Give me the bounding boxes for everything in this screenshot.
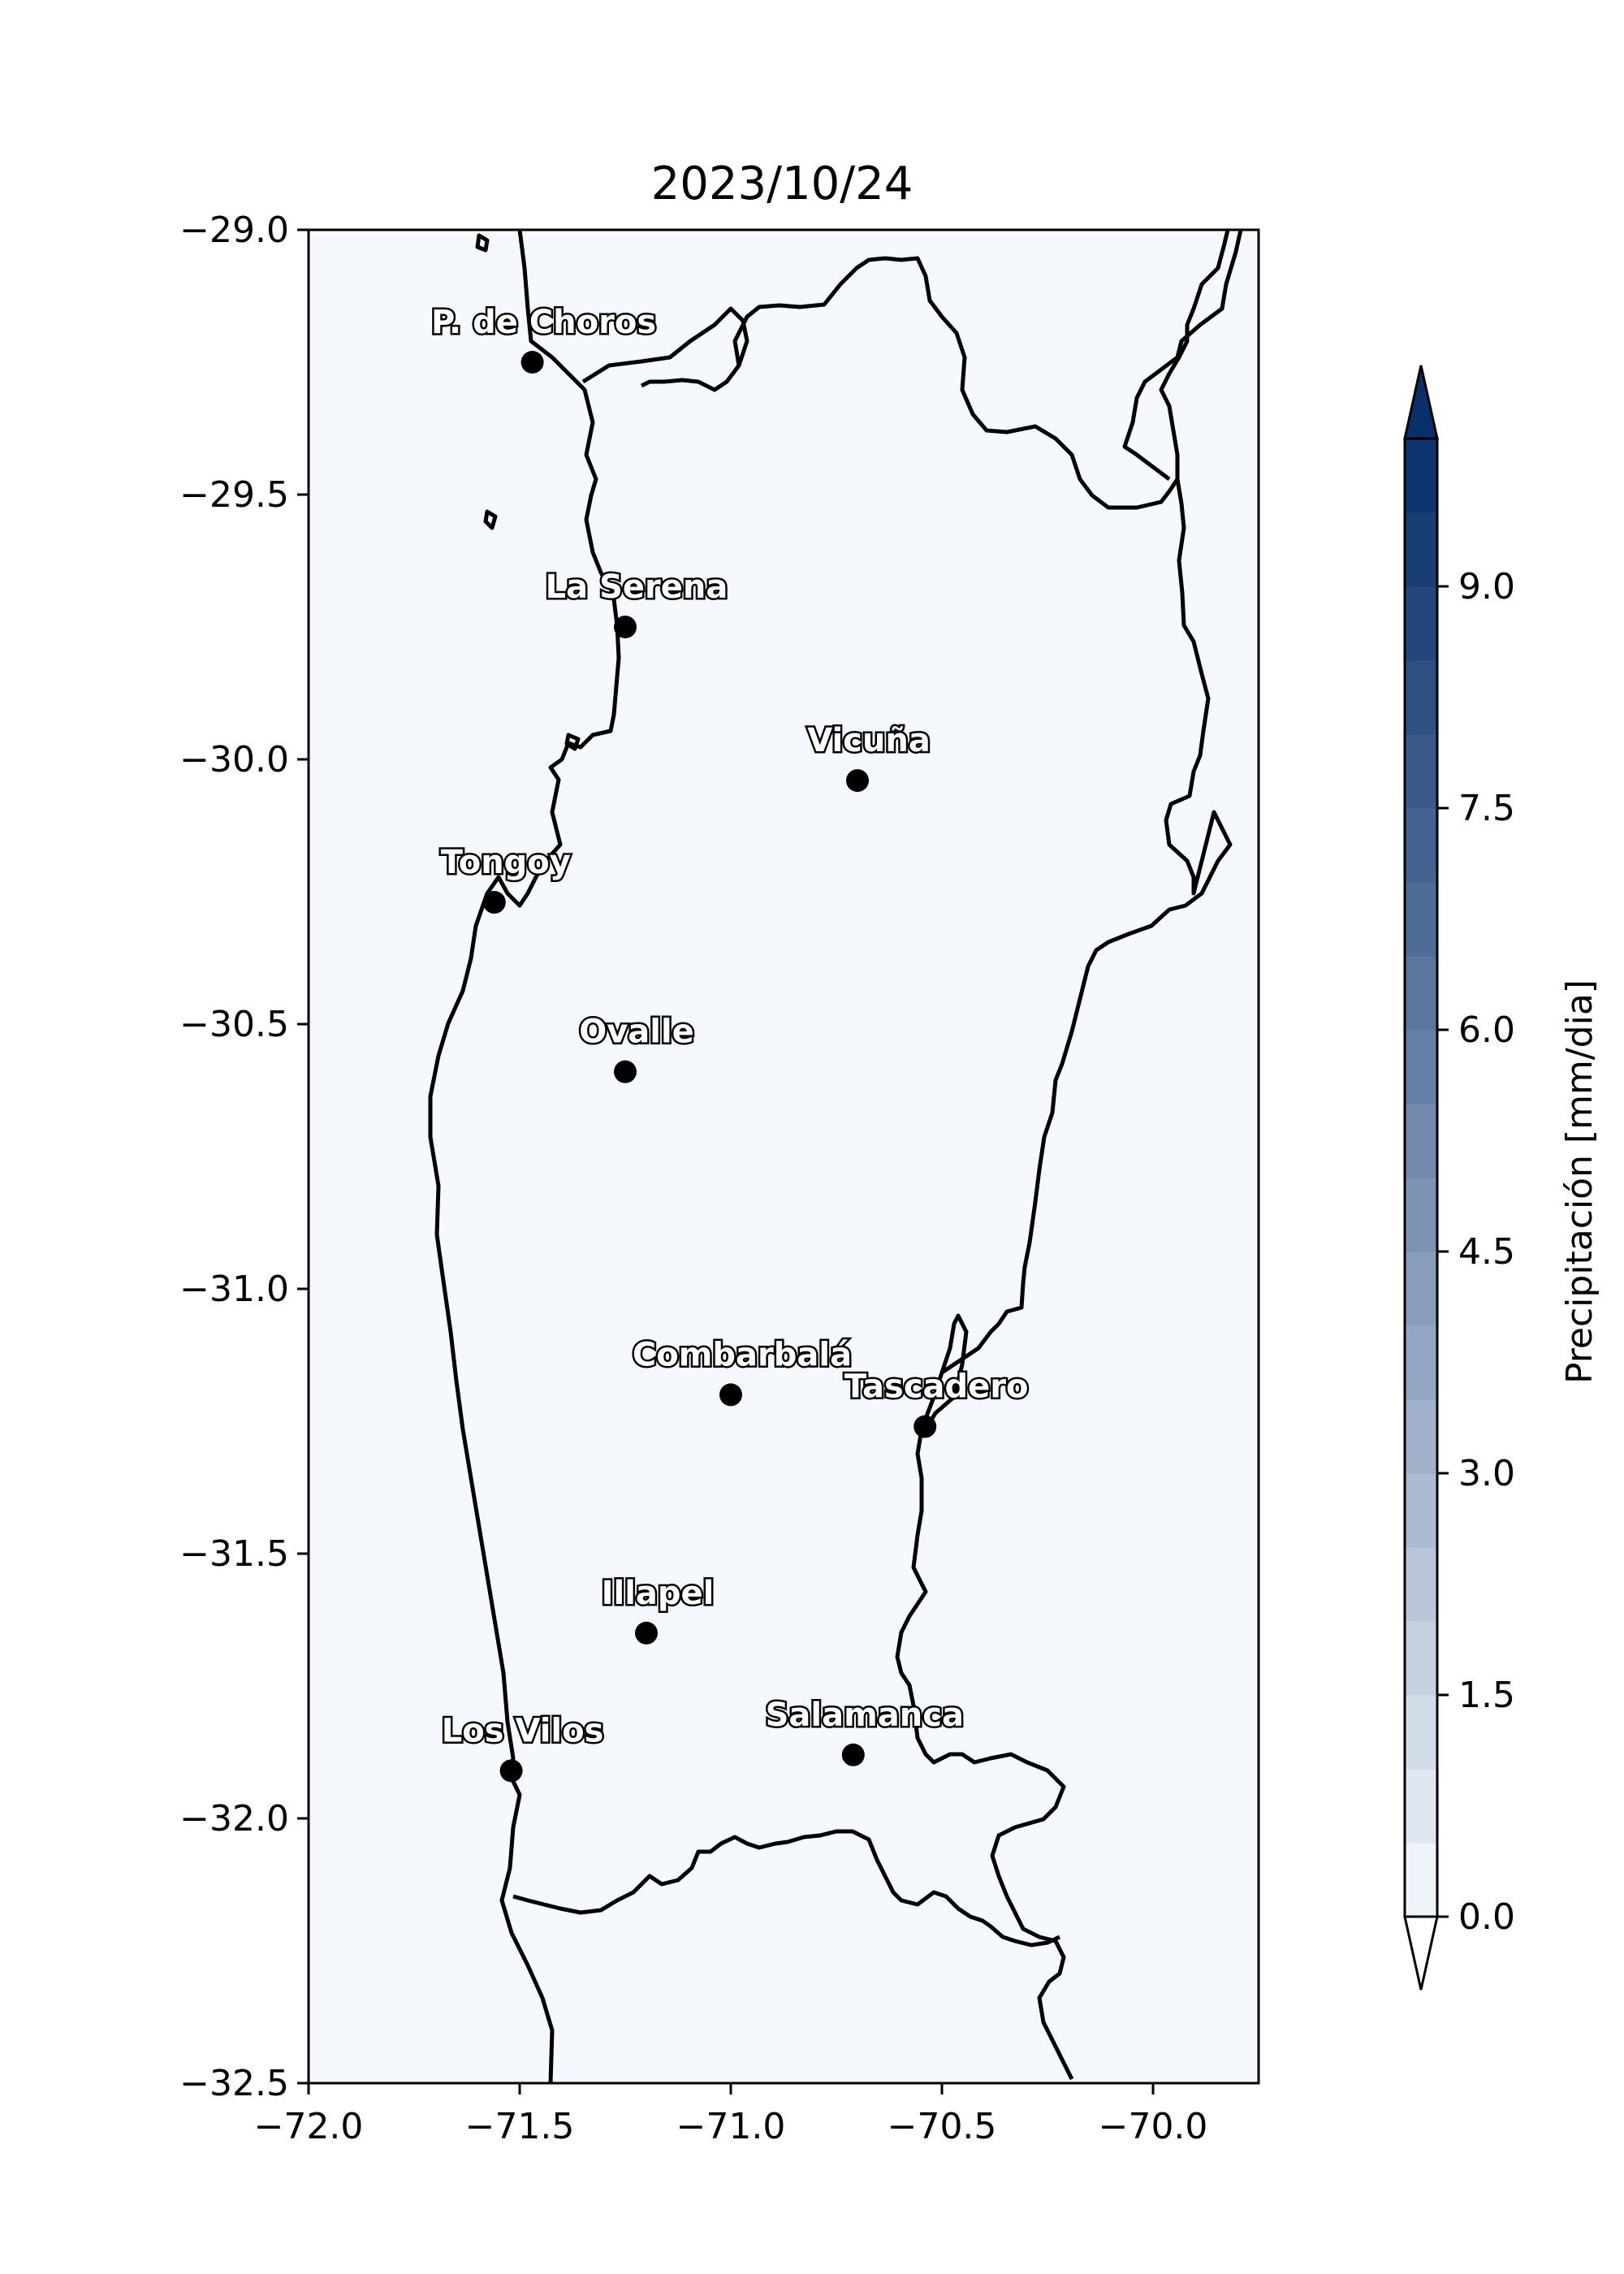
city-marker bbox=[520, 351, 544, 374]
x-tick-label: −70.5 bbox=[888, 2106, 997, 2147]
island bbox=[475, 233, 490, 253]
island bbox=[483, 509, 498, 530]
colorbar-band bbox=[1405, 1547, 1437, 1622]
city-marker bbox=[914, 1415, 937, 1438]
colorbar-band bbox=[1405, 1769, 1437, 1844]
colorbar-band bbox=[1405, 1030, 1437, 1105]
colorbar-tick-label: 3.0 bbox=[1458, 1453, 1515, 1494]
colorbar-ticks: 0.0 1.5 3.0 4.5 6.0 7.5 9.0 bbox=[1437, 566, 1515, 1938]
colorbar-tick-label: 0.0 bbox=[1458, 1896, 1515, 1938]
city-label: Los Vilos bbox=[442, 1712, 604, 1749]
colorbar-band bbox=[1405, 1621, 1437, 1696]
colorbar-band bbox=[1405, 512, 1437, 587]
x-tick-label: −72.0 bbox=[254, 2106, 364, 2147]
colorbar-band bbox=[1405, 1252, 1437, 1326]
island bbox=[564, 733, 581, 751]
city-label: Salamanca bbox=[766, 1697, 964, 1734]
colorbar-tick-label: 1.5 bbox=[1458, 1675, 1515, 1716]
colorbar-min-extension bbox=[1403, 1915, 1439, 1991]
city-marker bbox=[841, 1743, 865, 1766]
x-tick-label: −71.5 bbox=[465, 2106, 575, 2147]
colorbar-bands bbox=[1403, 365, 1439, 1991]
city-label: Illapel bbox=[602, 1575, 715, 1612]
map-panel: P. de Choros La Serena Vicuña Tongoy Ovalle C… bbox=[179, 210, 1260, 2147]
colorbar-band bbox=[1405, 1695, 1437, 1770]
north-border bbox=[581, 229, 1230, 510]
region-boundaries bbox=[428, 229, 1243, 2084]
city-markers: P. de Choros La Serena Vicuña Tongoy Ovalle C… bbox=[430, 302, 1030, 1783]
y-tick-label: −31.5 bbox=[179, 1533, 289, 1575]
y-tick-label: −29.5 bbox=[179, 474, 289, 516]
colorbar-band bbox=[1405, 439, 1437, 513]
colorbar-tick-label: 9.0 bbox=[1458, 566, 1515, 607]
city-marker bbox=[499, 1759, 523, 1783]
city-label: La Serena bbox=[546, 568, 728, 606]
city-label: Combarbalá bbox=[633, 1336, 852, 1373]
colorbar-band bbox=[1405, 660, 1437, 735]
south-border bbox=[512, 1829, 1061, 1948]
colorbar-band bbox=[1405, 1178, 1437, 1252]
map-frame bbox=[307, 228, 1260, 2085]
colorbar-band bbox=[1405, 1399, 1437, 1474]
coastline bbox=[428, 229, 621, 2084]
east-border bbox=[895, 478, 1233, 2081]
y-tick-label: −30.0 bbox=[179, 739, 289, 780]
city-marker bbox=[614, 616, 637, 638]
city-label: Ovalle bbox=[579, 1014, 694, 1051]
city-marker bbox=[614, 1060, 637, 1083]
colorbar-band bbox=[1405, 586, 1437, 661]
city-label: P. de Choros bbox=[431, 304, 656, 341]
y-tick-label: −31.0 bbox=[179, 1269, 289, 1310]
colorbar-band bbox=[1405, 956, 1437, 1031]
colorbar-band bbox=[1405, 1325, 1437, 1400]
map-title: 2023/10/24 bbox=[651, 158, 914, 210]
east-frontier bbox=[1122, 229, 1243, 481]
colorbar-band bbox=[1405, 1473, 1437, 1548]
colorbar-frame bbox=[1403, 437, 1439, 1918]
x-tick-label: −70.0 bbox=[1099, 2106, 1208, 2147]
colorbar-band bbox=[1405, 808, 1437, 883]
colorbar-label: Precipitación [mm/dia] bbox=[1559, 979, 1600, 1384]
colorbar-band bbox=[1405, 1843, 1437, 1917]
colorbar-band bbox=[1405, 1104, 1437, 1178]
colorbar-max-extension bbox=[1403, 365, 1439, 440]
city-marker bbox=[482, 891, 506, 914]
city-label: Tascadero bbox=[844, 1368, 1029, 1406]
city-label: Tongoy bbox=[441, 844, 571, 881]
y-tick-label: −30.5 bbox=[179, 1004, 289, 1045]
city-marker bbox=[846, 769, 869, 793]
colorbar-band bbox=[1405, 882, 1437, 957]
river-branch bbox=[923, 1313, 969, 1431]
y-axis: −29.0 −29.5 −30.0 −30.5 −31.0 −31.5 −32.0 −32.5 bbox=[179, 210, 309, 2104]
x-tick-label: −71.0 bbox=[676, 2106, 786, 2147]
colorbar-tick-label: 4.5 bbox=[1458, 1231, 1515, 1273]
x-axis: −72.0 −71.5 −71.0 −70.5 −70.0 bbox=[254, 2083, 1208, 2147]
y-tick-label: −32.0 bbox=[179, 1798, 289, 1840]
city-label: Vicuña bbox=[807, 722, 931, 759]
colorbar-band bbox=[1405, 734, 1437, 809]
colorbar: 0.0 1.5 3.0 4.5 6.0 7.5 9.0 Precipitación [mm/… bbox=[1403, 365, 1600, 1991]
colorbar-tick-label: 6.0 bbox=[1458, 1009, 1515, 1051]
colorbar-tick-label: 7.5 bbox=[1458, 788, 1515, 829]
y-tick-label: −32.5 bbox=[179, 2063, 289, 2104]
city-marker bbox=[635, 1621, 658, 1645]
city-marker bbox=[719, 1383, 742, 1407]
y-tick-label: −29.0 bbox=[179, 210, 289, 251]
precipitation-field bbox=[309, 230, 1259, 2083]
